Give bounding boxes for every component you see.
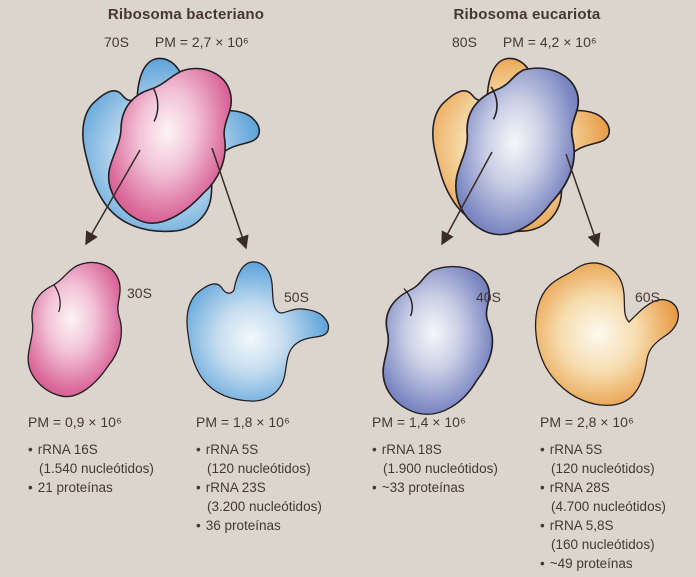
list-item-text: ~33 proteínas (381, 480, 465, 495)
list-item-text: rRNA 28S (549, 480, 610, 495)
list-item-text: (1.900 nucleótidos) (383, 461, 498, 476)
list-item: (1.540 nucleótidos) (28, 459, 154, 478)
list-item-text: rRNA 23S (205, 480, 266, 495)
subunit-shapes (27, 261, 679, 416)
bullet-dot: • (372, 480, 377, 495)
pm-70s: PM = 2,7 × 10⁶ (154, 34, 249, 50)
list-item: • ~49 proteínas (540, 554, 666, 573)
subunit-50s-details: • rRNA 5S (120 nucleótidos) • rRNA 23S (3.… (196, 440, 322, 535)
sedimentation-80s: 80S (452, 34, 477, 50)
label-60s: 60S (635, 289, 660, 305)
list-item-text: (120 nucleótidos) (551, 461, 655, 476)
subunit-50s-shape (186, 261, 330, 402)
list-item-text: rRNA 5S (549, 442, 603, 457)
list-item: • rRNA 5,8S (540, 516, 666, 535)
subunit-30s-shape (27, 261, 123, 398)
list-item: • 21 proteínas (28, 478, 154, 497)
subunit-60s-shape (534, 262, 679, 407)
list-item-text: rRNA 5,8S (549, 518, 614, 533)
list-item: • 36 proteínas (196, 516, 322, 535)
title-bacterial: Ribosoma bacteriano (107, 6, 265, 23)
bullet-dot: • (540, 518, 545, 533)
arrow-80s-to-60s (565, 153, 601, 248)
pm-30s: PM = 0,9 × 10⁶ (28, 414, 122, 430)
label-40s: 40S (476, 289, 501, 305)
bullet-dot: • (372, 442, 377, 457)
label-50s: 50S (284, 289, 309, 305)
list-item: • rRNA 5S (196, 440, 322, 459)
pm-80s: PM = 4,2 × 10⁶ (502, 34, 597, 50)
list-item-text: rRNA 5S (205, 442, 259, 457)
list-item-text: (120 nucleótidos) (207, 461, 311, 476)
list-item: • rRNA 28S (540, 478, 666, 497)
list-item: (120 nucleótidos) (540, 459, 666, 478)
ribosome-80s-info: 80S PM = 4,2 × 10⁶ (452, 34, 597, 50)
title-eukaryotic: Ribosoma eucariota (453, 6, 601, 23)
bullet-dot: • (196, 442, 201, 457)
subunit-60s-details: • rRNA 5S (120 nucleótidos) • rRNA 28S (4.… (540, 440, 666, 573)
subunit-30s-front-shape (101, 56, 239, 234)
list-item-text: 21 proteínas (37, 480, 113, 495)
bullet-dot: • (28, 442, 33, 457)
bullet-dot: • (540, 480, 545, 495)
pm-60s: PM = 2,8 × 10⁶ (540, 414, 634, 430)
sedimentation-70s: 70S (104, 34, 129, 50)
bullet-dot: • (540, 556, 545, 571)
list-item: (4.700 nucleótidos) (540, 497, 666, 516)
list-item-text: 36 proteínas (205, 518, 281, 533)
list-item-text: ~49 proteínas (549, 556, 633, 571)
list-item-text: (1.540 nucleótidos) (39, 461, 154, 476)
bullet-dot: • (196, 480, 201, 495)
list-item: • ~33 proteínas (372, 478, 498, 497)
list-item: (120 nucleótidos) (196, 459, 322, 478)
bullet-dot: • (196, 518, 201, 533)
list-item: (3.200 nucleótidos) (196, 497, 322, 516)
list-item-text: (160 nucleótidos) (551, 537, 655, 552)
bullet-dot: • (540, 442, 545, 457)
list-item-text: rRNA 18S (381, 442, 442, 457)
subunit-30s-details: • rRNA 16S (1.540 nucleótidos) • 21 proteí… (28, 440, 154, 497)
label-30s: 30S (127, 285, 152, 301)
pm-50s: PM = 1,8 × 10⁶ (196, 414, 290, 430)
list-item: • rRNA 23S (196, 478, 322, 497)
list-item: (1.900 nucleótidos) (372, 459, 498, 478)
arrow-80s-to-40s (441, 151, 493, 246)
arrows (85, 147, 601, 250)
ribosome-70s-info: 70S PM = 2,7 × 10⁶ (104, 34, 249, 50)
list-item: (160 nucleótidos) (540, 535, 666, 554)
subunit-40s-front-shape (448, 57, 587, 245)
list-item: • rRNA 5S (540, 440, 666, 459)
arrow-70s-to-30s (85, 149, 141, 246)
list-item-text: rRNA 16S (37, 442, 98, 457)
pm-40s: PM = 1,4 × 10⁶ (372, 414, 466, 430)
list-item: • rRNA 18S (372, 440, 498, 459)
bullet-dot: • (28, 480, 33, 495)
subunit-40s-details: • rRNA 18S (1.900 nucleótidos) • ~33 prote… (372, 440, 498, 497)
ribosome-80s-figure (424, 47, 620, 245)
list-item-text: (4.700 nucleótidos) (551, 499, 666, 514)
arrow-70s-to-50s (211, 147, 249, 250)
list-item-text: (3.200 nucleótidos) (207, 499, 322, 514)
list-item: • rRNA 16S (28, 440, 154, 459)
